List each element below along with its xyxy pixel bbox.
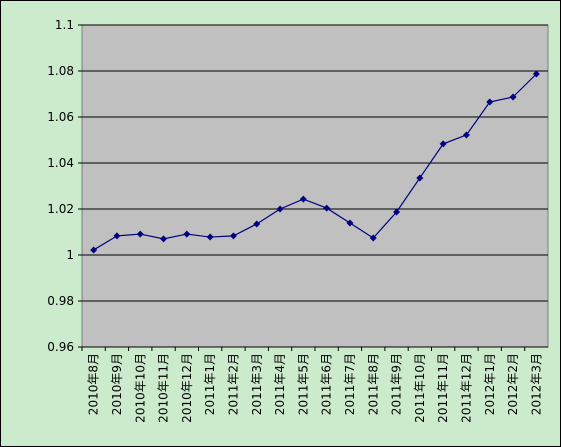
marker (253, 220, 261, 228)
y-tick-label: 1.08 (47, 64, 74, 78)
y-tick-label: 1.06 (47, 110, 74, 124)
y-tick-label: 0.96 (47, 340, 74, 354)
marker (486, 98, 494, 106)
x-tick-label: 2011年1月 (203, 353, 217, 415)
marker (206, 233, 214, 241)
marker (393, 208, 401, 216)
x-tick-label: 2010年11月 (157, 353, 171, 423)
x-tick-label: 2011年3月 (250, 353, 264, 415)
marker (369, 234, 377, 242)
x-tick-label: 2011年2月 (226, 353, 240, 415)
x-tick-label: 2011年7月 (343, 353, 357, 415)
x-tick-label: 2010年12月 (180, 353, 194, 423)
x-tick-label: 2011年5月 (296, 353, 310, 415)
plot-area (81, 24, 549, 348)
marker (160, 235, 168, 243)
x-tick-label: 2012年3月 (529, 353, 543, 415)
x-tick-label: 2011年4月 (273, 353, 287, 415)
x-tick-label: 2011年8月 (366, 353, 380, 415)
y-tick-label: 1.02 (47, 202, 74, 216)
marker (299, 195, 307, 203)
marker (532, 70, 540, 78)
x-tick-label: 2010年8月 (87, 353, 101, 415)
marker (346, 219, 354, 227)
x-tick-label: 2010年9月 (110, 353, 124, 415)
marker (113, 232, 121, 240)
marker (323, 204, 331, 212)
marker (276, 205, 284, 213)
x-tick-label: 2012年1月 (483, 353, 497, 415)
line (93, 73, 537, 251)
marker (136, 230, 144, 238)
y-tick-label: 1.04 (47, 156, 74, 170)
marker (90, 246, 98, 254)
marker (416, 174, 424, 182)
x-tick-label: 2011年11月 (436, 353, 450, 423)
y-tick-label: 1 (66, 248, 74, 262)
x-tick-label: 2010年10月 (133, 353, 147, 423)
marker (439, 140, 447, 148)
marker (229, 232, 237, 240)
marker (462, 131, 470, 139)
marker (509, 93, 517, 101)
x-tick-label: 2011年9月 (390, 353, 404, 415)
x-tick-label: 2011年12月 (459, 353, 473, 423)
x-tick-label: 2011年6月 (320, 353, 334, 415)
marker (183, 230, 191, 238)
y-tick-label: 0.98 (47, 294, 74, 308)
x-tick-label: 2011年10月 (413, 353, 427, 423)
y-tick-label: 1.1 (55, 18, 74, 32)
x-tick-label: 2012年2月 (506, 353, 520, 415)
